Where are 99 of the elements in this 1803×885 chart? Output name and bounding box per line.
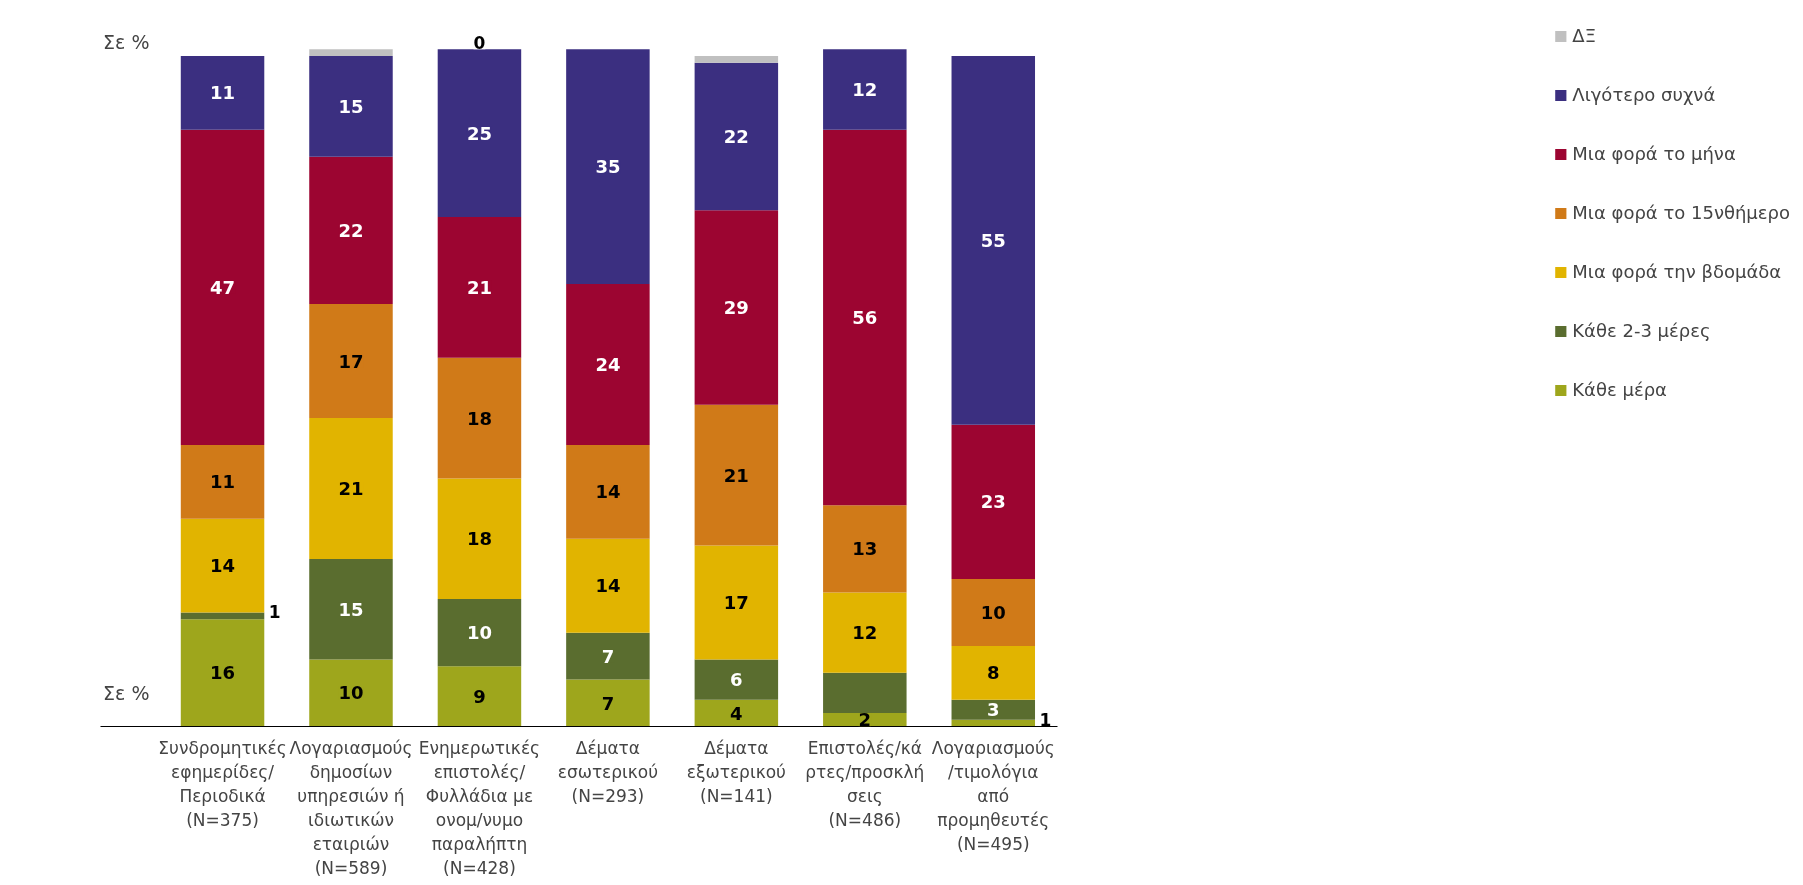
legend-label: Λιγότερο συχνά	[1572, 84, 1716, 105]
data-label: 9	[473, 685, 486, 707]
data-label: 24	[595, 353, 621, 375]
bar	[823, 49, 907, 130]
data-label: 22	[338, 219, 364, 241]
bar	[566, 538, 650, 633]
bar	[437, 49, 522, 217]
bar	[951, 424, 1036, 579]
bar	[309, 304, 393, 419]
data-label: 21	[338, 477, 364, 499]
data-label: 3	[987, 699, 1000, 721]
data-label: 10	[466, 622, 492, 644]
annotation: Σε %	[103, 681, 150, 704]
bar	[823, 672, 907, 714]
bar	[437, 216, 522, 358]
bar	[694, 699, 779, 727]
data-label: 29	[723, 296, 749, 318]
bar	[309, 558, 393, 660]
x-tick-label: Λογαριασμούς δημοσίων υπηρεσιών ή ιδιωτικών εταιριών (N=589)	[289, 737, 413, 878]
data-label: 10	[980, 602, 1006, 624]
bar	[309, 49, 393, 57]
x-tick-label: Επιστολές/κά ρτες/προσκλή σεις (N=486)	[805, 737, 925, 830]
bar	[566, 679, 650, 727]
bar	[180, 444, 265, 519]
bar	[566, 284, 650, 445]
bar	[309, 56, 393, 157]
bar	[566, 49, 650, 285]
legend-label: Κάθε 2-3 μέρες	[1572, 320, 1711, 341]
data-label: 0	[473, 33, 486, 54]
bar	[437, 599, 522, 667]
legend-label: Μια φορά το 15νθήμερο	[1572, 202, 1790, 223]
x-tick-label: Συνδρομητικές εφημερίδες/ Περιοδικά (N=375)	[158, 737, 287, 830]
bar	[437, 357, 522, 479]
data-label: 21	[723, 464, 749, 486]
data-label: 7	[601, 645, 615, 667]
data-label: 11	[210, 471, 236, 493]
data-label: 55	[980, 229, 1006, 251]
data-label: 23	[980, 491, 1006, 513]
bar	[309, 418, 393, 559]
bar	[180, 56, 265, 130]
data-label: 6	[730, 669, 743, 691]
data-label: 1	[1039, 709, 1052, 730]
bar	[566, 632, 650, 680]
data-label: 1	[268, 602, 281, 623]
data-label: 4	[730, 702, 743, 724]
data-label: 17	[338, 350, 364, 372]
bar	[823, 505, 907, 593]
bar	[180, 129, 265, 445]
bar	[823, 592, 907, 673]
bar	[694, 659, 779, 700]
data-label: 56	[852, 307, 878, 329]
data-label: 22	[723, 126, 749, 148]
data-label: 17	[723, 591, 749, 613]
bar	[566, 444, 650, 539]
bar	[309, 659, 393, 727]
bar	[951, 699, 1036, 720]
data-label: 8	[987, 662, 1000, 684]
bar	[437, 666, 522, 727]
annotation: Σε %	[103, 31, 150, 54]
data-label: 35	[595, 156, 621, 178]
data-label: 18	[466, 407, 492, 429]
x-tick-label: Ενημερωτικές επιστολές/ Φυλλάδια με ονομ/νυμο παραλήπτη (N=428)	[418, 737, 541, 878]
bar	[951, 646, 1036, 700]
x-tick-label: Λογαριασμούς /τιμολόγια από προμηθευτές (N=495)	[931, 737, 1055, 854]
data-label: 2	[858, 709, 872, 731]
data-label: 11	[210, 82, 236, 104]
bar	[180, 518, 265, 613]
bar	[694, 56, 779, 63]
bar	[694, 210, 779, 405]
data-label: 12	[852, 79, 878, 101]
data-label: 14	[595, 575, 621, 597]
data-label: 14	[595, 481, 621, 503]
bar	[437, 478, 522, 600]
data-label: 15	[338, 95, 364, 117]
data-label: 7	[601, 692, 615, 714]
data-label: 15	[338, 598, 364, 620]
bar	[180, 619, 265, 727]
bar	[309, 156, 393, 305]
data-label: 10	[338, 682, 364, 704]
data-label: 13	[852, 538, 878, 560]
bar	[694, 62, 779, 211]
bar	[694, 404, 779, 546]
data-label: 14	[210, 555, 236, 577]
bar	[694, 545, 779, 660]
bar	[951, 579, 1036, 647]
data-label: 21	[466, 276, 492, 298]
bar	[951, 56, 1036, 425]
x-tick-label: Δέματα εξωτερικού (N=141)	[686, 737, 786, 806]
data-label: 18	[466, 528, 492, 550]
legend-label: Μια φορά το μήνα	[1572, 143, 1736, 164]
bar	[823, 129, 907, 506]
data-label: 16	[210, 662, 236, 684]
x-tick-label: Δέματα εσωτερικού (N=293)	[557, 737, 659, 806]
data-label: 47	[210, 276, 236, 298]
legend-label: Μια φορά την βδομάδα	[1572, 261, 1782, 282]
data-label: 25	[466, 122, 492, 144]
legend-label: Κάθε μέρα	[1572, 379, 1667, 400]
legend-label: ΔΞ	[1572, 25, 1596, 46]
data-label: 12	[852, 622, 878, 644]
